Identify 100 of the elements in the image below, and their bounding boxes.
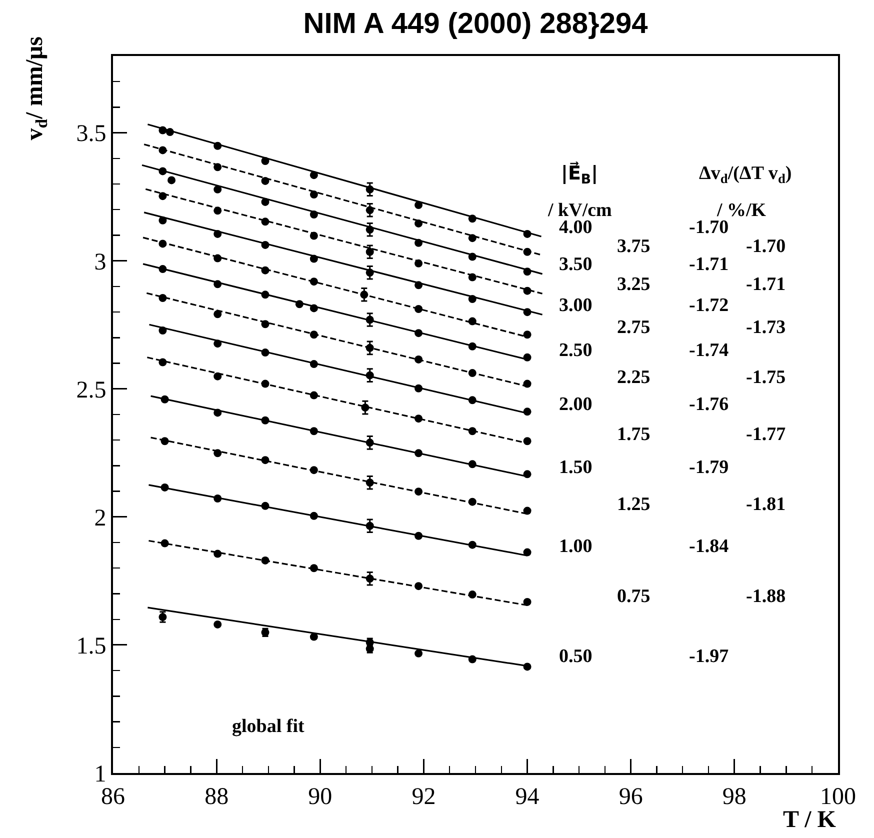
series-label: 3.00 [559, 295, 592, 316]
point [158, 216, 167, 224]
point [523, 353, 532, 362]
point [366, 522, 374, 530]
point [414, 259, 423, 268]
point [523, 548, 532, 556]
point [414, 281, 423, 290]
series-label: 1.50 [559, 457, 592, 478]
point [214, 206, 222, 215]
point [468, 540, 476, 549]
point [310, 564, 318, 572]
point [214, 185, 222, 194]
point [468, 369, 476, 378]
point [160, 483, 169, 492]
point [158, 326, 167, 335]
point [414, 329, 423, 338]
annotation: -1.74 [689, 340, 730, 361]
point [261, 218, 270, 226]
point [414, 305, 423, 313]
point [158, 358, 167, 366]
annotation: -1.72 [689, 295, 729, 316]
point [468, 655, 476, 664]
point [366, 316, 374, 324]
point [468, 214, 476, 223]
point [310, 278, 318, 286]
point [310, 232, 318, 240]
annotation: -1.81 [746, 494, 786, 515]
point [468, 427, 476, 436]
point [366, 344, 374, 352]
annotation: -1.70 [746, 236, 786, 257]
y-tick-label: 2.5 [76, 377, 106, 404]
point [214, 494, 222, 502]
point [310, 171, 318, 180]
annotation: |E⃗$_{B}$| [561, 161, 598, 188]
point [414, 582, 423, 590]
point [468, 498, 476, 506]
point [214, 550, 222, 558]
annotation: -1.73 [746, 317, 786, 338]
point [214, 163, 222, 172]
point [523, 408, 532, 416]
point [160, 395, 169, 404]
point [414, 355, 423, 364]
point [168, 176, 176, 184]
point [523, 230, 532, 238]
point [523, 437, 532, 446]
point [366, 206, 374, 214]
point [468, 460, 476, 468]
point [158, 240, 167, 248]
point [214, 408, 222, 417]
point [214, 620, 222, 628]
point [414, 384, 423, 392]
point [214, 310, 222, 318]
annotation: -1.88 [746, 586, 786, 607]
x-tick-label: 100 [820, 784, 856, 810]
y-tick-label: 2 [94, 505, 106, 532]
point [214, 340, 222, 348]
series-label: 0.50 [559, 646, 592, 667]
point [166, 128, 174, 136]
point [414, 201, 423, 210]
point [523, 470, 532, 478]
text: 3.75 [617, 236, 650, 257]
point [310, 210, 318, 219]
point [468, 295, 476, 304]
point [366, 268, 374, 277]
point [261, 380, 270, 388]
point [414, 488, 423, 496]
point [366, 478, 374, 487]
annotation: -1.76 [689, 394, 729, 415]
y-tick-label: 3.5 [76, 121, 106, 148]
point [310, 304, 318, 312]
point [523, 248, 532, 256]
point [158, 192, 167, 200]
annotation: -1.71 [689, 254, 729, 275]
point [414, 449, 423, 458]
point [366, 248, 374, 256]
chart-title: NIM A 449 (2000) 288}294 [303, 8, 648, 40]
text: 2.25 [617, 367, 650, 388]
x-tick-label: 90 [308, 784, 332, 810]
point [158, 167, 167, 176]
point [468, 396, 476, 404]
point [523, 308, 532, 316]
point [310, 632, 318, 641]
y-tick-label: 3 [94, 249, 106, 276]
x-tick-label: 94 [515, 784, 540, 810]
text: 1.75 [617, 424, 650, 445]
point [414, 532, 423, 540]
text: 0.75 [617, 586, 650, 607]
point [158, 126, 167, 134]
point [361, 404, 370, 412]
point [468, 590, 476, 599]
series-label: 3.50 [559, 254, 592, 275]
point [160, 437, 169, 446]
series-label: 2.50 [559, 340, 592, 361]
point [523, 662, 532, 671]
point [523, 380, 532, 388]
point [523, 506, 532, 515]
text: 1.25 [617, 494, 650, 515]
series-label: 2.00 [559, 394, 592, 415]
x-tick-label: 98 [722, 784, 746, 810]
point [214, 142, 222, 150]
